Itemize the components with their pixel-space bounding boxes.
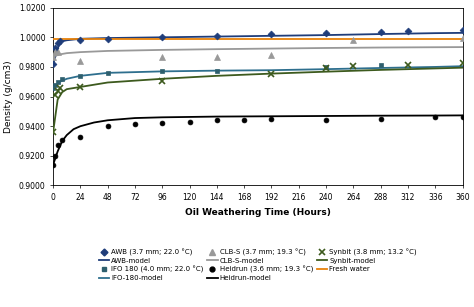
Y-axis label: Density (g/cm3): Density (g/cm3) — [4, 60, 13, 133]
X-axis label: Oil Weathering Time (Hours): Oil Weathering Time (Hours) — [185, 208, 331, 217]
Legend: AWB (3.7 mm; 22.0 °C), AWB-model, IFO 180 (4.0 mm; 22.0 °C), IFO-180-model, CLB-: AWB (3.7 mm; 22.0 °C), AWB-model, IFO 18… — [96, 246, 419, 284]
